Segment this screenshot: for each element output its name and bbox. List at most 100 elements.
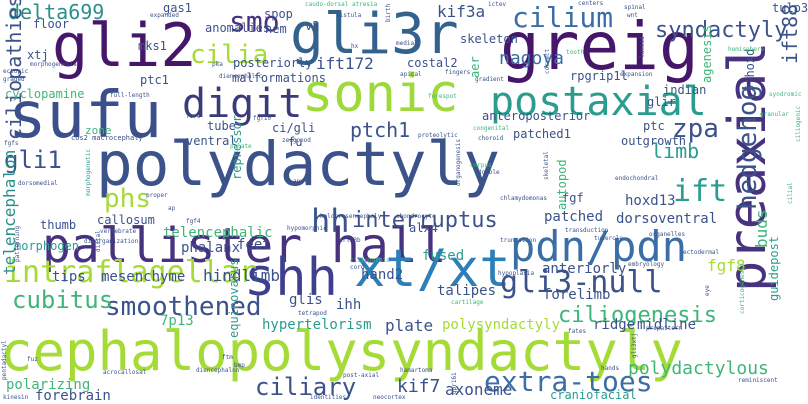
word-smo: smo bbox=[229, 5, 280, 38]
word-anteriorly: anteriorly bbox=[542, 261, 627, 277]
word-tooth: tooth bbox=[566, 49, 585, 56]
word-neocortex: neocortex bbox=[373, 394, 406, 401]
word-dorsomedial: dorsomedial bbox=[18, 180, 58, 187]
word-corticogenesis: corticogenesis bbox=[739, 263, 746, 314]
word-extra-toes: extra-toes bbox=[484, 365, 653, 398]
word-v3: v3 bbox=[305, 19, 320, 33]
word-gli3-null: gli3-null bbox=[500, 265, 663, 300]
word-gpr161: gpr161 bbox=[451, 372, 458, 394]
word-ptch1: ptch1 bbox=[350, 118, 411, 142]
word-organelles: organelles bbox=[649, 231, 686, 238]
word-tips: tips bbox=[52, 269, 86, 285]
word-rpgrip1l: rpgrip1l bbox=[570, 69, 628, 83]
word-mks1: mks1 bbox=[138, 39, 167, 53]
word-tube: tube bbox=[207, 119, 236, 133]
word-guidepost: guidepost bbox=[767, 235, 781, 301]
word-alx4: alx4 bbox=[409, 221, 438, 235]
word-double: double bbox=[478, 169, 500, 176]
word-forebrain: forebrain bbox=[35, 388, 111, 404]
word-congenital: congenital bbox=[473, 125, 510, 132]
word-polarizing: polarizing bbox=[6, 377, 91, 393]
word-syndromic: syndromic bbox=[769, 91, 802, 98]
word-fgf: fgf bbox=[562, 191, 584, 205]
word-autopod: autopod bbox=[555, 159, 569, 210]
word-tubercle: tubercle bbox=[594, 235, 623, 242]
word-syndactyly: syndactyly bbox=[655, 18, 788, 43]
word-ridge: ridge bbox=[593, 317, 636, 333]
word-costal2: costal2 bbox=[407, 56, 458, 70]
word-fistula: fistula bbox=[336, 12, 362, 19]
word-diencephalic: diencephalic bbox=[219, 73, 263, 80]
word-embryology: embryology bbox=[628, 261, 665, 268]
word-hoxd13: hoxd13 bbox=[625, 193, 676, 209]
word-phs: phs bbox=[104, 184, 151, 214]
word-fgf10: fgf10 bbox=[253, 115, 272, 122]
word-intraflagellar: intraflagellar bbox=[4, 255, 257, 290]
word-equinovarus: equinovarus bbox=[227, 258, 241, 338]
word-telencephalic: telencephalic bbox=[163, 225, 273, 241]
word-ciliopathic: ciliopathic bbox=[350, 257, 390, 264]
word-hh: hh bbox=[311, 202, 350, 240]
word-anal: anal bbox=[293, 178, 308, 185]
word-malformations: malformations bbox=[232, 71, 326, 85]
word-ift172: ift172 bbox=[316, 54, 374, 73]
word-cos2-macrocephaly: cos2 macrocephaly bbox=[71, 134, 143, 142]
word-delta699: delta699 bbox=[8, 0, 105, 24]
word-skeletal: skeletal bbox=[543, 151, 550, 180]
word-graded: graded bbox=[3, 76, 25, 83]
word-sufu: sufu bbox=[8, 79, 163, 153]
word-gli3xtj: gli3xtj bbox=[631, 332, 638, 358]
word-zpa: zpa bbox=[672, 114, 719, 144]
word-cephalopolysyndactyly: cephalopolysyndactyly bbox=[0, 320, 683, 383]
word-caudo-dorsal-atresia: caudo-dorsal atresia bbox=[305, 1, 378, 8]
word-patched: patched bbox=[544, 209, 604, 225]
word-hedgehog: hedgehog bbox=[733, 84, 763, 210]
word-hands: hands bbox=[601, 365, 620, 372]
word-polysyndactyly: polysyndactyly bbox=[442, 317, 561, 333]
word-zone: zone bbox=[85, 124, 112, 137]
word-ciliogenic: ciliogenic bbox=[795, 105, 802, 142]
word-morphogen: morphogen bbox=[14, 239, 80, 253]
word-callosum: callosum bbox=[97, 213, 155, 227]
word-bmp: bmp bbox=[234, 362, 245, 369]
word-palate: palate bbox=[230, 143, 252, 150]
word-ciliogenesis: ciliogenesis bbox=[558, 303, 717, 328]
word-holoprosencephaly: holoprosencephaly bbox=[320, 213, 382, 220]
word-gli2: gli2 bbox=[52, 11, 197, 81]
word-pentadactyl: pentadactyl bbox=[1, 340, 8, 380]
word-choroid: choroid bbox=[478, 135, 504, 142]
word-ptc1: ptc1 bbox=[140, 73, 169, 87]
word-smoothened: smoothened bbox=[105, 292, 262, 322]
word-polydactylous: polydactylous bbox=[628, 358, 769, 379]
word-medial: medial bbox=[396, 40, 418, 47]
word-gas1: gas1 bbox=[163, 1, 192, 15]
word-ift: ift bbox=[673, 174, 728, 209]
word-5-hoxd: 5'hoxd bbox=[743, 48, 757, 92]
word-agenesis: agenesis bbox=[700, 25, 714, 83]
word-cartilage: cartilage bbox=[451, 299, 484, 306]
word-kif7: kif7 bbox=[397, 376, 441, 397]
word-cilial: cilial bbox=[787, 182, 794, 204]
word-pka: pka bbox=[212, 61, 223, 68]
word-7p13: 7p13 bbox=[160, 313, 194, 329]
word-axoneme: axoneme bbox=[445, 380, 513, 399]
word-gradient: gradient bbox=[475, 76, 504, 83]
word-hemisphere: hemisphere bbox=[728, 46, 765, 53]
word-post-axial: post-axial bbox=[343, 372, 380, 379]
word-anomalies: anomalies bbox=[205, 21, 271, 35]
word-full-length: full-length bbox=[110, 92, 150, 99]
word-hypomorphic: hypomorphic bbox=[287, 225, 327, 232]
word-fingers: fingers bbox=[445, 69, 471, 76]
word-polydactyly: polydactyly bbox=[96, 129, 500, 200]
word-patterning: patterning bbox=[14, 225, 21, 262]
word-tulp3: tulp3 bbox=[772, 1, 808, 15]
word-craniofacial: craniofacial bbox=[550, 388, 637, 402]
word-fgf4: fgf4 bbox=[186, 218, 201, 225]
word-skeleton: skeleton bbox=[460, 32, 518, 46]
word-cilium: cilium bbox=[512, 1, 614, 34]
word-greig: greig bbox=[500, 8, 699, 85]
word-proper: proper bbox=[146, 192, 168, 199]
word-ectodermal: ectodermal bbox=[683, 249, 720, 256]
word-organogenesis: organogenesis bbox=[455, 139, 462, 186]
word-xt-xt: xt/xt bbox=[354, 239, 511, 299]
